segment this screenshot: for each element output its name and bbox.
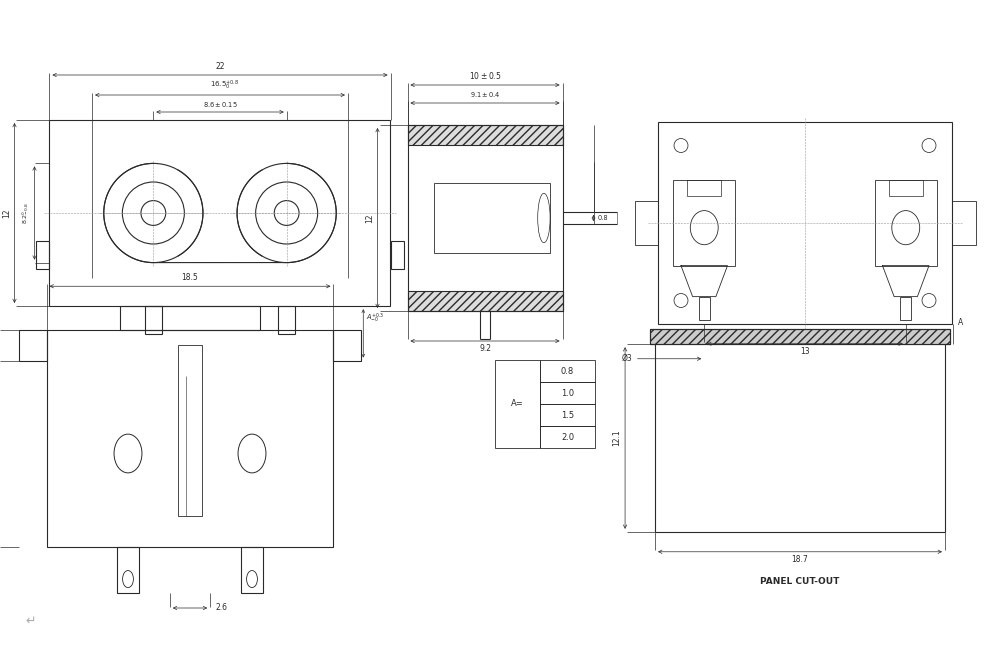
Text: 12.1: 12.1 — [613, 430, 622, 446]
Bar — [658, 122, 952, 324]
Text: 2.0: 2.0 — [561, 432, 574, 441]
Text: A: A — [958, 318, 963, 327]
Text: 18.5: 18.5 — [182, 273, 198, 283]
Bar — [36, 241, 49, 269]
Text: 1.5: 1.5 — [561, 410, 574, 419]
Text: 12: 12 — [365, 213, 374, 223]
Text: $8.2^{0}_{-0.8}$: $8.2^{0}_{-0.8}$ — [21, 202, 31, 224]
Bar — [900, 297, 911, 320]
Bar — [540, 382, 595, 404]
Bar — [120, 307, 260, 329]
Bar — [408, 125, 562, 311]
Text: 2.6: 2.6 — [215, 603, 227, 612]
Text: $10\pm0.5$: $10\pm0.5$ — [469, 70, 501, 81]
Text: Ø3: Ø3 — [622, 354, 633, 364]
Bar — [540, 404, 595, 426]
Text: 13: 13 — [800, 347, 810, 356]
Text: $9.1\pm0.4$: $9.1\pm0.4$ — [470, 91, 500, 100]
Text: 12: 12 — [2, 208, 11, 218]
Bar — [117, 546, 139, 593]
Text: 22: 22 — [215, 62, 225, 71]
Bar — [49, 120, 390, 306]
Bar — [952, 202, 976, 245]
Bar — [333, 329, 361, 360]
Bar — [889, 180, 923, 196]
Text: 1.0: 1.0 — [561, 389, 574, 397]
Bar — [687, 180, 721, 196]
Bar — [390, 241, 404, 269]
Text: 0.8: 0.8 — [598, 215, 608, 221]
Text: PANEL CUT-OUT: PANEL CUT-OUT — [760, 577, 840, 586]
Text: A=: A= — [511, 400, 524, 408]
Bar — [278, 306, 295, 334]
Bar — [540, 426, 595, 448]
Text: ↵: ↵ — [25, 615, 36, 628]
Bar — [47, 329, 333, 546]
Text: 0.8: 0.8 — [561, 367, 574, 375]
Bar — [673, 180, 735, 266]
Bar — [699, 297, 710, 320]
Text: 18.7: 18.7 — [792, 555, 808, 564]
Text: $16.5^{+0.8}_0$: $16.5^{+0.8}_0$ — [210, 78, 240, 91]
Bar — [241, 546, 263, 593]
Bar — [650, 329, 950, 344]
Bar — [495, 360, 540, 448]
Bar — [875, 180, 937, 266]
Text: $A^{+0.3}_{-0}$: $A^{+0.3}_{-0}$ — [366, 311, 385, 325]
Bar — [178, 345, 202, 516]
Text: $8.6\pm0.15$: $8.6\pm0.15$ — [203, 100, 237, 109]
Bar — [145, 306, 162, 334]
Bar — [408, 291, 562, 311]
Bar — [19, 329, 47, 360]
Text: 9.2: 9.2 — [479, 344, 491, 353]
Bar — [434, 183, 550, 253]
Bar — [408, 125, 562, 145]
Bar — [635, 202, 658, 245]
Bar — [540, 360, 595, 382]
